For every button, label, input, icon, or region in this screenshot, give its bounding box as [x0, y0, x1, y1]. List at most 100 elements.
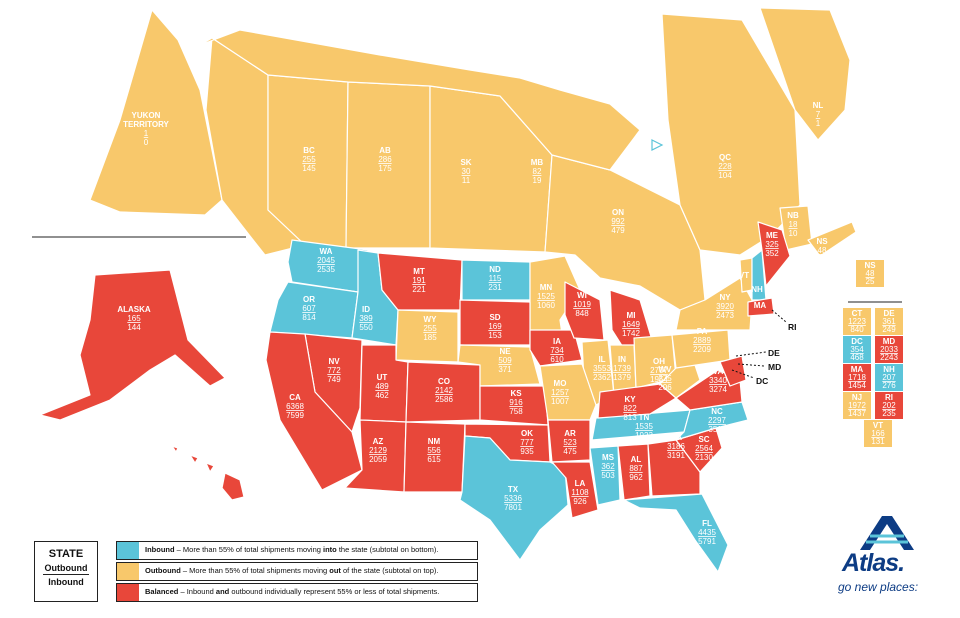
region-label-IL-line: 3553: [593, 364, 611, 373]
region-MA: [747, 297, 775, 317]
region-label-AZ-line: AZ: [373, 437, 384, 446]
region-label-PA-line: 2209: [693, 345, 711, 354]
region-label-NM-line: 615: [427, 455, 441, 464]
region-label-HI-line: 125: [183, 474, 197, 483]
side-cell-DE-text: DE: [883, 309, 895, 318]
region-label-ND-line: 115: [489, 274, 502, 283]
legend-label-inbound: Inbound: [145, 545, 175, 554]
region-MT: [377, 252, 463, 311]
side-cell-NS-text: 48: [866, 269, 875, 278]
region-label-KY-line: 813: [623, 413, 637, 422]
region-label-OK-line: OK: [521, 429, 533, 438]
region-label-KY-line: 822: [623, 404, 637, 413]
side-cell-MD-text: 2243: [880, 353, 898, 362]
hudson-marker-icon: [651, 139, 664, 151]
region-label-NC-line: NC: [711, 407, 723, 416]
region-label-PA-line: PA: [697, 327, 708, 336]
region-label-VA-line: 3274: [709, 385, 727, 394]
region-label-SC-line: 2564: [695, 444, 713, 453]
region-GA: [647, 439, 701, 497]
region-label-NM-line: 556: [427, 446, 441, 455]
legend-swatch-outbound: [117, 563, 139, 580]
region-label-MB-line: MB: [531, 158, 544, 167]
region-label-LA-line: 1108: [571, 488, 589, 497]
region-label-NV-line: NV: [328, 357, 340, 366]
region-label-GA-line: 3186: [667, 442, 685, 451]
side-cell-NS-text: 25: [866, 277, 875, 286]
region-label-TN-line: 1535: [635, 422, 653, 431]
region-label-IN-line: 1379: [613, 373, 631, 382]
region-YUKON: [89, 9, 223, 216]
region-label-CO-line: 2586: [435, 395, 453, 404]
region-label-OK-line: 935: [520, 447, 534, 456]
region-label-BC-line: 145: [302, 164, 316, 173]
region-label-ON-line: 992: [611, 217, 625, 226]
region-label-MO-line: 1007: [551, 397, 569, 406]
region-label-MT-line: 221: [412, 285, 426, 294]
region-label-UT-line: UT: [377, 373, 388, 382]
side-cell-CT: [843, 308, 871, 335]
region-label-UT-line: 489: [375, 382, 389, 391]
region-label-WV-line: 275: [658, 374, 672, 383]
atlas-logo-mark-icon: [860, 516, 914, 550]
region-label-MS-line: 362: [601, 462, 615, 471]
region-label-NL-line: 1: [816, 119, 821, 128]
region-label-KS-line: KS: [510, 389, 522, 398]
region-label-VT-line: VT: [739, 271, 749, 280]
region-label-MN-line: 1060: [537, 301, 555, 310]
region-label-NE-line: 509: [498, 356, 512, 365]
atlas-tagline: go new places:: [838, 580, 919, 594]
region-label-NH-line: NH: [751, 285, 763, 294]
region-label-MT-line: 191: [412, 276, 426, 285]
legend-key-inbound: Inbound: [48, 577, 84, 587]
side-cell-RI-text: 235: [882, 409, 896, 418]
region-AL: [617, 443, 651, 501]
region-label-ID-line: 550: [359, 323, 373, 332]
region-MO: [539, 363, 597, 421]
region-label-MO-line: MO: [554, 379, 567, 388]
region-label-NV-line: 749: [327, 375, 341, 384]
region-label-GA-line: GA: [670, 433, 682, 442]
region-label-TX-line: 7801: [504, 503, 522, 512]
side-cell-NH-text: NH: [883, 365, 895, 374]
region-KY: [597, 383, 677, 419]
callout-leaders: [731, 309, 787, 379]
region-label-IA-line: IA: [553, 337, 561, 346]
atlas-wordmark: Atlas.: [842, 549, 905, 577]
region-label-MN-line: 1525: [537, 292, 555, 301]
callout-DC: DC: [756, 376, 768, 386]
region-label-MO-line: 1257: [551, 388, 569, 397]
region-label-MI-line: 1742: [622, 329, 640, 338]
region-TX: [459, 435, 569, 561]
region-label-AR-line: 523: [563, 438, 577, 447]
region-label-BC-line: 255: [302, 155, 316, 164]
region-label-MI-line: 1649: [622, 320, 640, 329]
region-label-IN-line: IN: [618, 355, 626, 364]
region-label-FL-line: FL: [702, 519, 712, 528]
region-label-UT-line: 462: [375, 391, 389, 400]
region-label-NS-line: 25: [818, 255, 827, 264]
region-LA: [551, 461, 599, 519]
